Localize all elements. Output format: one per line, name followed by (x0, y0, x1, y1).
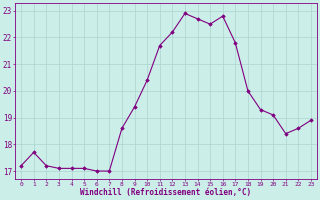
X-axis label: Windchill (Refroidissement éolien,°C): Windchill (Refroidissement éolien,°C) (80, 188, 252, 197)
